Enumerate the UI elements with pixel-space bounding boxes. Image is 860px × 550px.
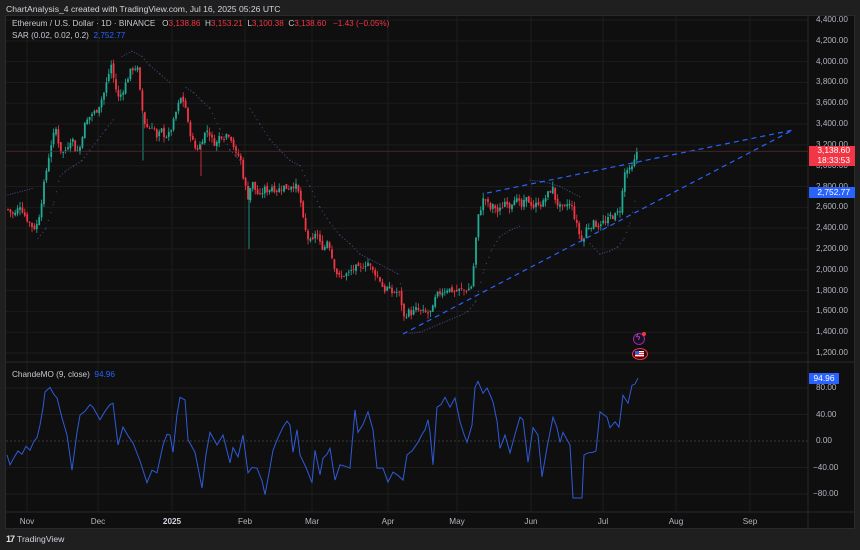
footer: 17 TradingView [0,530,860,550]
us-economic-event-icon[interactable] [632,348,648,360]
grid-lines [6,16,855,528]
cmo-badge: 94.96 [809,373,839,384]
time-axis-label: Mar [304,517,320,526]
price-axis-label: 2,600.00 [816,202,848,212]
tradingview-logo-icon: 17 [6,534,15,544]
low-label: L [247,19,252,28]
time-axis-label: Jul [597,517,609,526]
cmo-axis-label: 40.00 [816,409,837,419]
lightning-icon: ϟ [636,333,641,342]
time-axis-label: Dec [90,517,106,526]
price-axis-label: 1,600.00 [816,306,848,316]
sar-value: 2,752.77 [93,31,126,40]
price-axis-label: 1,400.00 [816,327,848,337]
price-axis-label: 3,400.00 [816,119,848,129]
time-axis-label: Apr [381,517,395,526]
crypto-event-icon[interactable]: ϟ [633,332,646,345]
open-label: O [162,19,169,28]
us-flag-canton [635,351,639,354]
sar-dots [7,50,636,334]
price-axis-label: 3,200.00 [816,139,848,149]
price-axis-label: 4,400.00 [816,15,848,24]
cmo-axis-label: −80.00 [813,489,839,498]
us-flag-icon [635,351,644,357]
high-value: 3,153.21 [210,19,243,28]
price-axis-label: 3,800.00 [816,77,848,87]
tradingview-logo[interactable]: 17 TradingView [6,534,64,544]
time-axis-label: Sep [742,517,758,526]
cmo-legend[interactable]: ChandeMO (9, close) 94.96 [12,370,115,379]
sar-legend[interactable]: SAR (0.02, 0.02, 0.2) 2,752.77 [12,31,125,40]
cmo-label: ChandeMO (9, close) [12,370,90,379]
cmo-axis-label: 0.00 [816,436,832,445]
price-axis-label: 1,200.00 [816,348,848,357]
candlestick-series [7,59,638,321]
time-axis-label: May [449,517,465,526]
time-axis-label: Nov [19,517,35,526]
open-value: 3,138.86 [168,19,201,28]
last-price-value: 3,138.60 [817,145,850,155]
price-axis-label: 1,800.00 [816,285,848,295]
close-label: C [288,19,295,28]
price-axis-label: 4,000.00 [816,56,848,66]
low-value: 3,100.38 [251,19,284,28]
wedge-trendlines[interactable] [402,129,794,335]
price-axis-label: 3,600.00 [816,98,848,108]
last-price-badge: 3,138.60 18:33:53 [809,145,855,166]
time-axis-label: Feb [237,517,253,526]
symbol-legend[interactable]: Ethereum / U.S. Dollar · 1D · BINANCE O3… [12,19,389,28]
price-axis-label: 2,000.00 [816,264,848,274]
change-value: −1.43 (−0.05%) [332,19,390,28]
cmo-value: 94.96 [94,370,115,379]
close-value: 3,138.60 [294,19,327,28]
price-axis-label: 2,400.00 [816,223,848,233]
price-axis-label: 2,200.00 [816,243,848,253]
cmo-line [6,377,639,499]
time-axis-label: Jun [524,517,538,526]
price-axis-label: 2,800.00 [816,181,848,191]
symbol-name: Ethereum / U.S. Dollar · 1D · BINANCE [12,19,156,28]
brand-name: TradingView [17,534,65,544]
price-axis-label: 4,200.00 [816,35,848,45]
bar-countdown: 18:33:53 [817,154,850,165]
time-axis-label: Aug [668,517,684,526]
top-bar: ChartAnalysis_4 created with TradingView… [0,0,860,16]
chart-frame[interactable] [5,15,855,529]
sar-label: SAR (0.02, 0.02, 0.2) [12,31,89,40]
high-label: H [204,19,211,28]
time-axis-label: 2025 [162,517,182,526]
cmo-axis-label: −40.00 [813,462,839,472]
sar-badge: 2,752.77 [809,187,855,198]
chart-caption: ChartAnalysis_4 created with TradingView… [6,4,281,14]
cmo-axis-label: 80.00 [816,383,837,392]
